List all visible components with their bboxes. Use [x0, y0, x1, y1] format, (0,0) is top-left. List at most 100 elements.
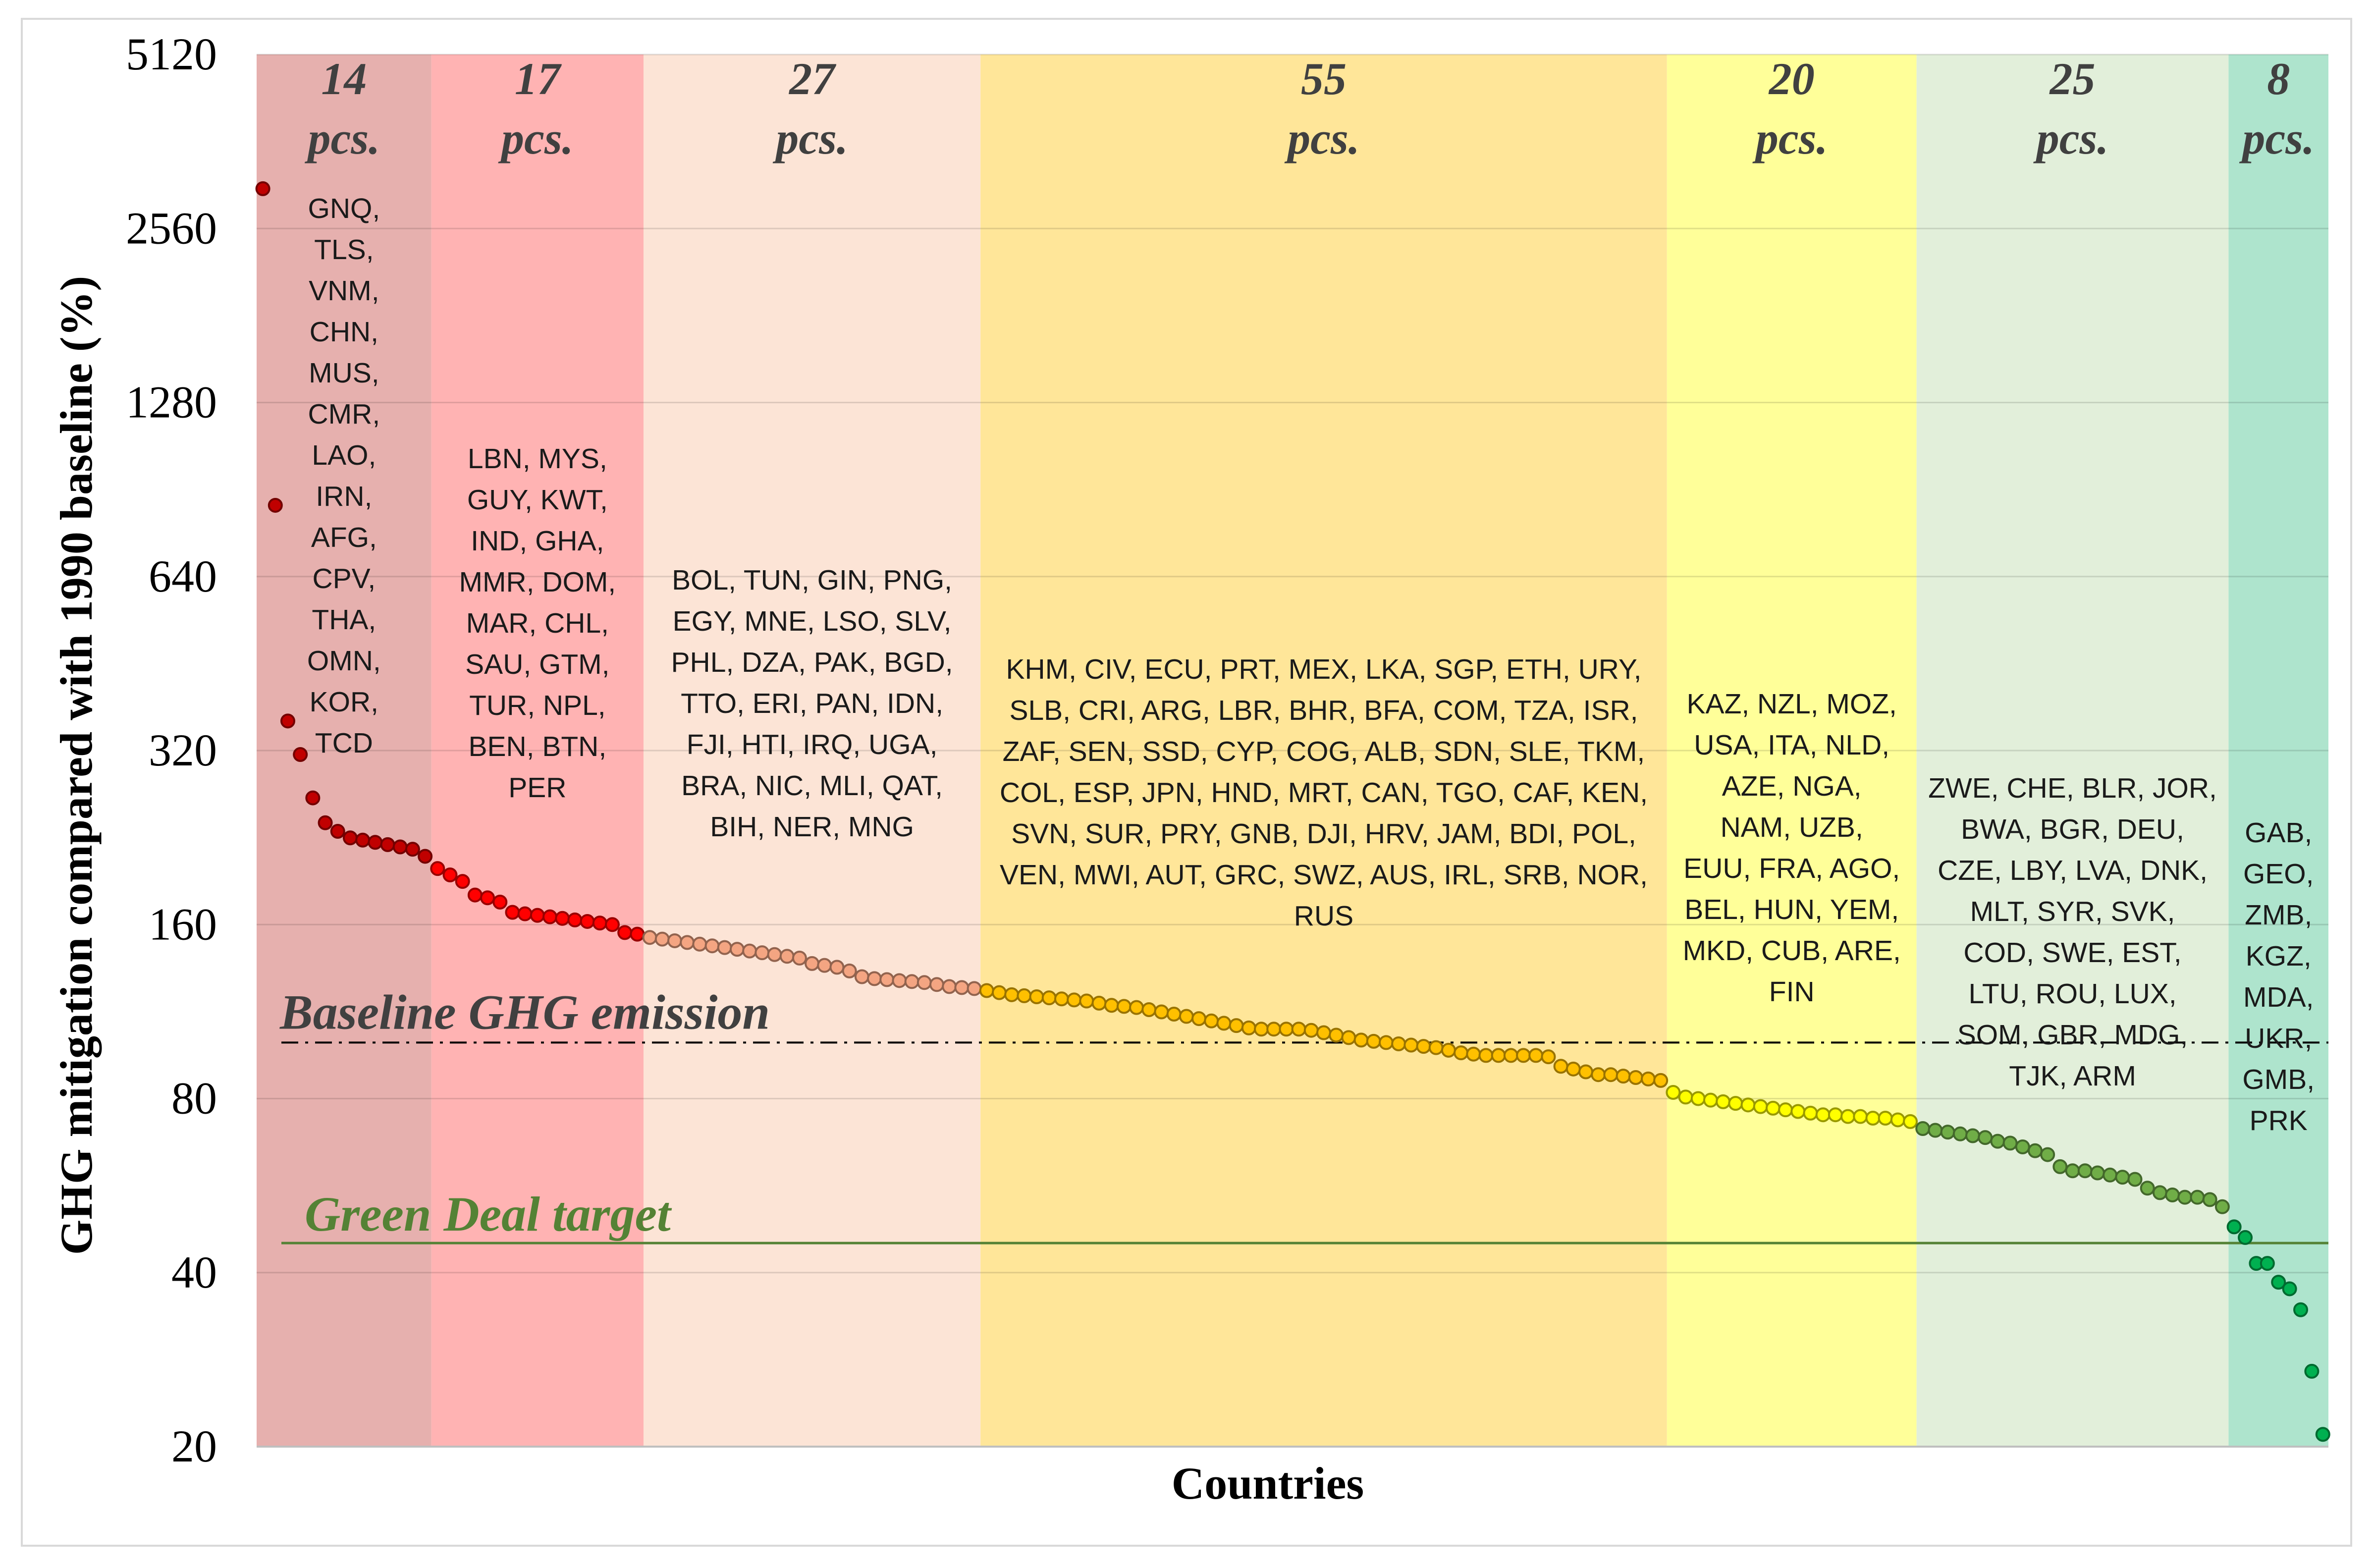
data-point-147: [2077, 1163, 2093, 1179]
data-point-20: [492, 894, 508, 910]
data-point-140: [1990, 1134, 2005, 1149]
data-point-127: [1828, 1107, 1843, 1123]
data-point-82: [1266, 1022, 1282, 1037]
data-point-68: [1091, 995, 1107, 1011]
country-list-20-pcs: KAZ, NZL, MOZ, USA, ITA, NLD, AZE, NGA, NAM…: [1683, 688, 1901, 1008]
data-point-9: [355, 832, 371, 848]
data-point-115: [1678, 1089, 1693, 1105]
data-point-56: [942, 979, 957, 994]
data-point-152: [2140, 1181, 2155, 1196]
data-point-34: [667, 933, 682, 948]
band-label-8-unit: pcs.: [2239, 113, 2315, 163]
data-point-42: [767, 947, 782, 962]
data-point-164: [2282, 1281, 2297, 1297]
data-point-25: [555, 911, 570, 926]
axes: 20 40 80 160 320 640 1280 2560 5120 Countries GHG …: [51, 29, 2328, 1509]
data-point-136: [1940, 1125, 1955, 1140]
data-point-31: [630, 926, 645, 942]
country-list-55-pcs: KHM, CIV, ECU, PRT, MEX, LKA, SGP, ETH, …: [1000, 653, 1648, 932]
ref-label-baseline-ghg-emission: Baseline GHG emission: [279, 984, 770, 1039]
data-point-66: [1067, 992, 1082, 1008]
data-point-155: [2177, 1190, 2193, 1205]
group-labels: 14 pcs. GNQ, TLS, VNM, CHN, MUS, CMR, LAO, IRN, AF…: [305, 54, 2315, 1136]
data-point-89: [1353, 1032, 1369, 1048]
data-point-112: [1640, 1071, 1656, 1086]
band-label-14-count: 14: [321, 54, 367, 104]
data-point-62: [1017, 988, 1032, 1003]
y-tick-640: 640: [149, 551, 217, 601]
data-point-41: [755, 945, 770, 961]
data-point-91: [1378, 1035, 1394, 1050]
data-point-119: [1728, 1096, 1743, 1111]
data-point-99: [1478, 1048, 1494, 1063]
data-point-47: [829, 960, 845, 975]
data-point-78: [1216, 1016, 1232, 1031]
data-point-63: [1029, 989, 1044, 1005]
data-point-67: [1079, 993, 1094, 1009]
data-point-159: [2226, 1219, 2242, 1235]
data-point-12: [392, 839, 408, 855]
data-point-64: [1041, 990, 1057, 1006]
data-point-80: [1241, 1020, 1256, 1035]
country-list-8-pcs: GAB, GEO, ZMB, KGZ, MDA, UKR, GMB, PRK: [2242, 817, 2315, 1136]
data-point-49: [854, 969, 869, 984]
data-point-130: [1865, 1111, 1881, 1126]
data-point-44: [792, 950, 807, 966]
data-point-162: [2260, 1256, 2275, 1271]
data-point-36: [692, 936, 707, 952]
data-point-33: [654, 931, 670, 947]
data-point-58: [967, 981, 982, 996]
data-point-117: [1703, 1092, 1718, 1108]
data-point-81: [1254, 1022, 1269, 1037]
data-point-38: [717, 940, 732, 955]
data-point-138: [1965, 1128, 1981, 1143]
data-point-84: [1291, 1022, 1306, 1037]
band-label-25-count: 25: [2049, 54, 2096, 104]
x-axis-title: Countries: [1172, 1458, 1364, 1509]
data-point-151: [2127, 1172, 2143, 1187]
data-point-30: [617, 925, 633, 940]
data-point-69: [1104, 998, 1119, 1013]
data-point-22: [517, 906, 533, 921]
data-point-163: [2271, 1275, 2286, 1290]
band-label-14-unit: pcs.: [305, 113, 380, 163]
country-list-14-pcs: GNQ, TLS, VNM, CHN, MUS, CMR, LAO, IRN, AFG, CPV,…: [307, 193, 381, 759]
data-point-14: [418, 849, 433, 864]
data-point-102: [1516, 1048, 1531, 1063]
data-point-111: [1628, 1070, 1643, 1085]
data-point-13: [405, 842, 420, 857]
country-list-17-pcs: LBN, MYS, GUY, KWT, IND, GHA, MMR, DOM, MAR,…: [459, 443, 616, 804]
data-point-113: [1653, 1073, 1669, 1088]
data-point-121: [1753, 1099, 1768, 1114]
data-point-104: [1541, 1049, 1556, 1065]
data-point-7: [330, 823, 345, 839]
data-point-137: [1952, 1126, 1968, 1141]
data-point-5: [305, 790, 321, 806]
data-point-158: [2214, 1199, 2230, 1214]
data-point-59: [979, 983, 994, 998]
data-point-61: [1004, 987, 1020, 1002]
data-point-126: [1815, 1107, 1831, 1123]
band-55-pcs: [980, 54, 1667, 1447]
data-point-90: [1366, 1033, 1381, 1049]
data-point-26: [567, 912, 583, 927]
data-point-105: [1553, 1059, 1568, 1074]
band-label-8-count: 8: [2267, 54, 2290, 104]
data-point-124: [1790, 1104, 1806, 1119]
data-point-70: [1116, 999, 1132, 1014]
data-point-52: [892, 973, 907, 988]
data-point-46: [817, 958, 832, 973]
band-label-20-unit: pcs.: [1752, 113, 1828, 163]
data-point-135: [1928, 1123, 1943, 1138]
data-point-72: [1141, 1002, 1157, 1018]
data-point-85: [1303, 1023, 1319, 1038]
data-points: [255, 181, 2330, 1442]
band-label-27-unit: pcs.: [772, 113, 848, 163]
data-point-55: [929, 977, 945, 992]
y-tick-160: 160: [149, 899, 217, 949]
band-17-pcs: [431, 54, 644, 1447]
data-point-153: [2152, 1185, 2167, 1200]
data-point-129: [1853, 1109, 1868, 1124]
data-point-167: [2315, 1427, 2330, 1442]
